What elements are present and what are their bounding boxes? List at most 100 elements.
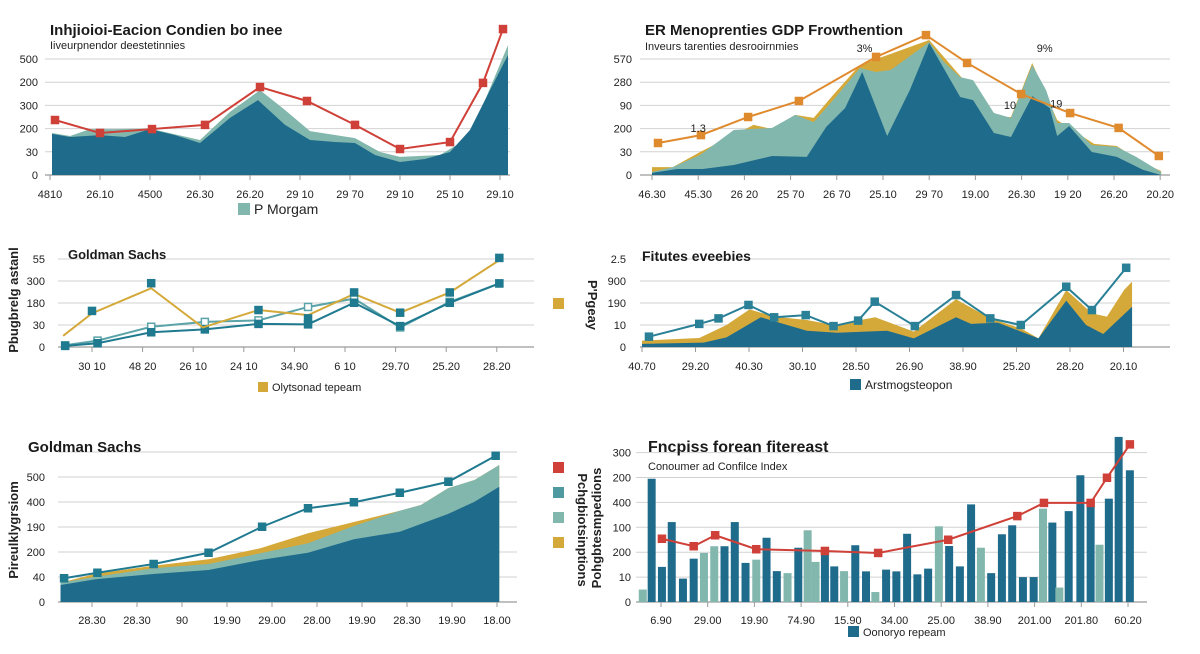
y-tick-label: 200 [20,77,38,89]
bar [699,552,708,602]
bar [967,504,976,602]
bar [638,589,647,602]
bar [710,546,719,602]
x-tick-label: 28.30 [123,615,151,627]
legend-label: Arstmogsteopon [865,378,952,392]
bar [794,547,803,602]
y-tick-label: 500 [27,472,45,484]
y-axis-label: Pireulklygrsiom [6,481,21,579]
x-tick-label: 25.00 [927,615,955,627]
area-series-3 [60,486,500,602]
x-tick-label: 18.00 [483,615,511,627]
data-point-marker [871,52,881,62]
y-axis-label: Pohgbtesmpedions [589,468,604,589]
data-point-marker [50,115,60,125]
bar [1048,522,1057,602]
bar [830,566,839,602]
x-tick-label: 25.20 [1003,361,1031,373]
line-series-4 [63,454,497,580]
data-point-marker [962,58,972,68]
bar [1029,577,1038,602]
bar [657,566,666,602]
data-point-marker [1016,89,1026,99]
chart-panel-1 [45,24,510,215]
bar [913,574,922,602]
legend-label: Olytsonad tepeam [272,382,361,394]
x-tick-label: 29.00 [694,615,722,627]
data-point-marker [1065,108,1075,118]
bar [1125,470,1134,602]
y-tick-label: 300 [20,100,38,112]
legend-label-rotated: P'Pgeay [585,280,600,331]
chart-panel-2 [640,30,1170,180]
x-tick-label: 201.80 [1064,615,1098,627]
data-point-marker [257,522,267,531]
data-point-marker [498,24,508,34]
bar [1039,508,1048,602]
data-point-marker [921,30,931,40]
data-point-marker [1039,498,1049,508]
y-tick-label: 90 [620,100,632,112]
data-annotation: 1.3 [691,123,706,135]
data-point-marker [794,96,804,106]
x-tick-label: 74.90 [787,615,815,627]
bar [862,571,871,602]
data-point-marker [951,290,961,300]
data-point-marker [395,488,405,497]
x-tick-label: 20.10 [1110,361,1138,373]
chart-title: Fncpiss forean fitereast [648,439,829,456]
data-point-marker [743,112,753,122]
data-point-marker [147,124,157,134]
bar [678,578,687,602]
data-annotation: 19 [1050,99,1062,111]
legend-swatch [553,462,564,473]
y-tick-label: 2.5 [611,254,626,266]
bar [1055,587,1064,602]
x-tick-label: 46.30 [638,189,666,201]
bar [741,562,750,602]
data-point-marker [303,314,313,323]
x-tick-label: 26.20 [236,189,264,201]
data-point-marker [146,278,156,288]
y-tick-label: 100 [613,522,631,534]
y-tick-label: 280 [614,77,632,89]
legend-label: Oonoryo repeam [863,627,946,639]
bar [720,546,729,602]
data-point-marker [1087,305,1097,315]
data-point-marker [302,96,312,106]
chart-title: Fitutes eveebies [642,248,751,264]
data-point-marker [200,120,210,130]
x-tick-label: 25 10 [436,189,464,201]
y-tick-label: 55 [33,254,45,266]
data-point-marker [653,138,663,148]
x-tick-label: 34.90 [281,361,309,373]
bar [752,559,761,602]
data-point-marker [478,78,488,88]
legend-swatch [553,537,564,548]
data-point-marker [200,317,210,327]
bar [1064,511,1073,602]
bar [762,537,771,602]
x-tick-label: 26.90 [896,361,924,373]
x-tick-label: 28.20 [1056,361,1084,373]
area-series-2 [642,300,1133,347]
y-axis-label: Pbugbrelg astanl [6,247,21,352]
x-tick-label: 19.90 [213,615,241,627]
y-tick-label: 300 [27,276,45,288]
bar [851,545,860,602]
x-tick-label: 19.00 [962,189,990,201]
area-series-2 [52,55,508,175]
data-annotation: 10 [1004,100,1016,112]
bar [1008,525,1017,602]
bar [882,569,891,602]
bar [871,592,880,602]
chart-subtitle: Iiveurpnendor deestetinnies [50,40,186,52]
x-tick-label: 29.70 [382,361,410,373]
x-tick-label: 29.10 [486,189,514,201]
bar [783,573,792,602]
data-point-marker [1102,473,1112,482]
x-tick-label: 26.10 [86,189,114,201]
x-tick-label: 25.10 [869,189,897,201]
data-point-marker [59,574,69,583]
y-tick-label: 200 [613,473,631,485]
